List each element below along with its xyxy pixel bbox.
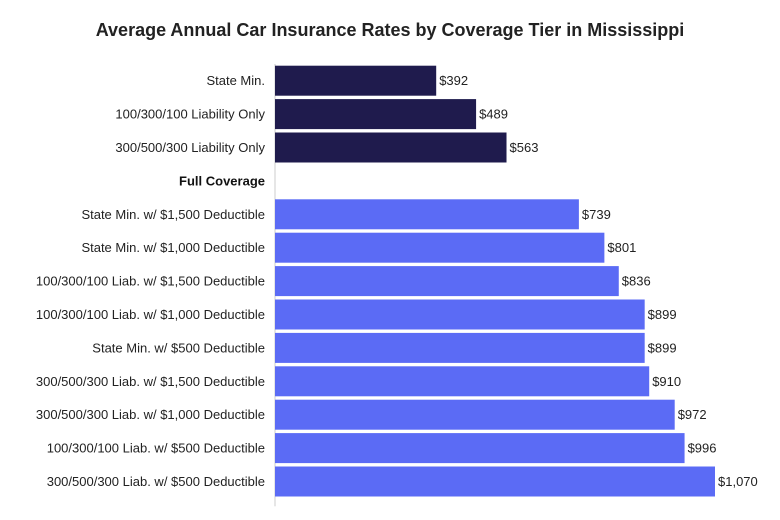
bar: [275, 466, 715, 497]
bar: [275, 433, 685, 464]
category-label: 100/300/100 Liability Only: [115, 107, 265, 122]
bar-value-label: $392: [439, 73, 468, 88]
bar-value-label: $899: [648, 307, 677, 322]
section-header-label: Full Coverage: [179, 173, 265, 188]
bar: [275, 65, 437, 96]
bar-value-label: $996: [688, 441, 717, 456]
bar-value-label: $899: [648, 340, 677, 355]
bar: [275, 99, 477, 130]
bar-value-label: $563: [510, 140, 539, 155]
bar-value-label: $910: [652, 374, 681, 389]
category-label: State Min. w/ $1,500 Deductible: [81, 207, 265, 222]
category-label: State Min. w/ $1,000 Deductible: [81, 240, 265, 255]
bar-value-label: $489: [479, 107, 508, 122]
category-label: 300/500/300 Liab. w/ $1,000 Deductible: [36, 407, 265, 422]
category-label: 300/500/300 Liability Only: [115, 140, 265, 155]
category-label: State Min. w/ $500 Deductible: [92, 340, 265, 355]
bar-value-label: $972: [678, 407, 707, 422]
bar: [275, 199, 579, 230]
category-label: 100/300/100 Liab. w/ $1,500 Deductible: [36, 274, 265, 289]
category-label: State Min.: [206, 73, 265, 88]
category-label: 300/500/300 Liab. w/ $1,500 Deductible: [36, 374, 265, 389]
bar-value-label: $801: [607, 240, 636, 255]
bar-value-label: $739: [582, 207, 611, 222]
bar-value-label: $1,070: [718, 474, 758, 489]
bar: [275, 332, 645, 363]
bar: [275, 266, 619, 297]
bar: [275, 399, 675, 430]
bar: [275, 232, 605, 263]
bar: [275, 132, 507, 163]
category-label: 300/500/300 Liab. w/ $500 Deductible: [47, 474, 265, 489]
bar: [275, 299, 645, 330]
chart-title: Average Annual Car Insurance Rates by Co…: [95, 20, 685, 40]
bar: [275, 366, 650, 397]
category-label: 100/300/100 Liab. w/ $500 Deductible: [47, 441, 265, 456]
category-label: 100/300/100 Liab. w/ $1,000 Deductible: [36, 307, 265, 322]
bar-value-label: $836: [622, 274, 651, 289]
